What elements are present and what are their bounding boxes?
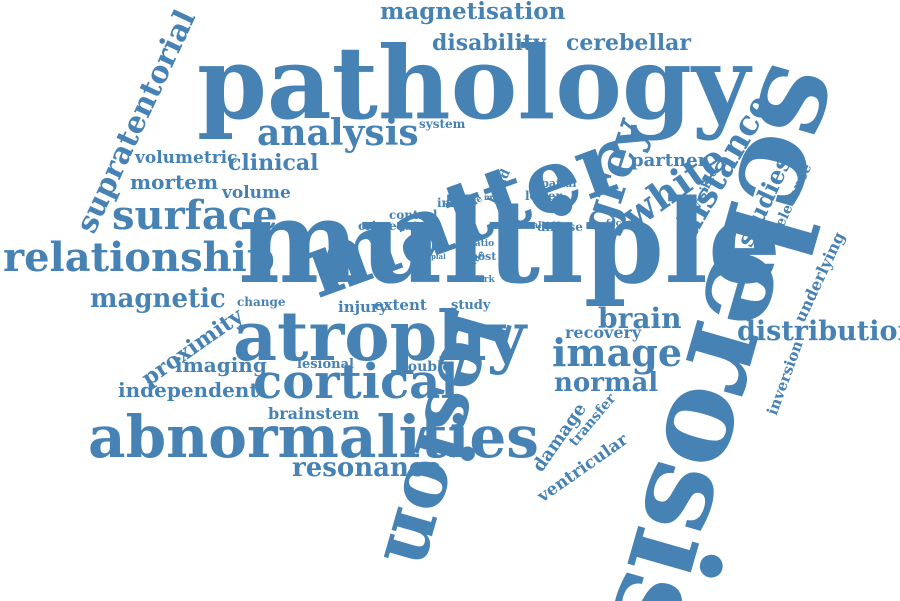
word-analysis: analysis — [257, 115, 419, 151]
word-magnetisation: magnetisation — [380, 0, 565, 23]
word-pial: pial — [431, 253, 446, 260]
word-disability: disability — [432, 32, 546, 54]
word-diffuse: diffuse — [537, 221, 583, 233]
word-lesional: lesional — [297, 358, 354, 371]
word-work: work — [470, 276, 495, 285]
word-volume: volume — [222, 185, 291, 202]
word-system: system — [419, 118, 465, 130]
word-independent: independent — [118, 380, 259, 400]
word-lower: lower — [525, 190, 562, 202]
word-recovery: recovery — [565, 325, 641, 341]
word-clinical: clinical — [228, 152, 318, 174]
word-more: more — [484, 193, 507, 201]
word-change: change — [237, 296, 286, 308]
word-ass: ass — [436, 243, 447, 249]
word-imaging: imaging — [175, 355, 267, 375]
word-relationship: relationship — [3, 238, 275, 278]
word-focal: focal — [517, 222, 542, 231]
word-cerebellar: cerebellar — [566, 32, 691, 54]
word-magnetic: magnetic — [90, 286, 226, 312]
word-study: study — [451, 299, 490, 312]
word-extent: extent — [374, 298, 427, 313]
word-distribution: distribution — [737, 318, 900, 345]
word-volumetric: volumetric — [135, 150, 237, 167]
word-outer: outer — [396, 220, 432, 232]
word-factor: factor — [606, 220, 636, 229]
word-partner: partner — [631, 152, 707, 170]
word-brainstem: brainstem — [268, 406, 359, 422]
word-mortem: mortem — [130, 172, 218, 192]
word-spatial: spatial — [535, 178, 577, 189]
word-ratio: ratio — [470, 240, 494, 249]
word-double: double — [398, 360, 451, 374]
word-resonance: resonance — [292, 455, 441, 481]
